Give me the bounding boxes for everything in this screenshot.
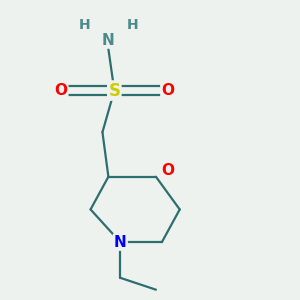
Text: H: H (79, 18, 90, 32)
Text: S: S (108, 82, 120, 100)
Text: H: H (126, 18, 138, 32)
Text: O: O (161, 83, 174, 98)
Text: O: O (161, 163, 174, 178)
Text: N: N (102, 32, 115, 47)
Text: N: N (114, 235, 127, 250)
Text: O: O (54, 83, 67, 98)
